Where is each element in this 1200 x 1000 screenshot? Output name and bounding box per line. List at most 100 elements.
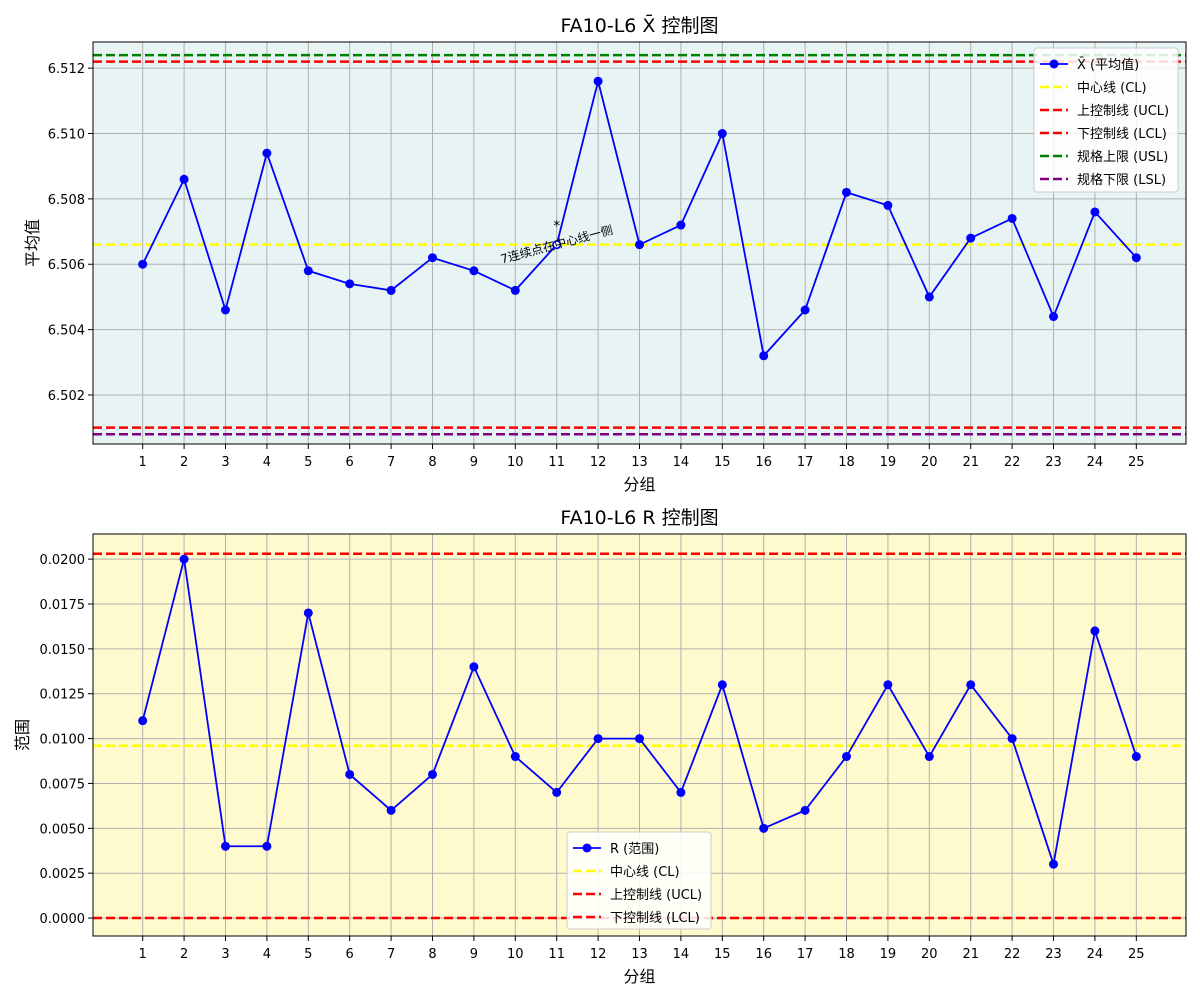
data-point xyxy=(303,266,313,276)
x-tick-label: 23 xyxy=(1045,455,1062,470)
data-point xyxy=(1090,207,1100,217)
x-tick-label: 15 xyxy=(714,455,731,470)
legend-label: 下控制线 (LCL) xyxy=(610,911,700,926)
x-tick-label: 5 xyxy=(304,455,312,470)
data-point xyxy=(386,285,396,295)
x-tick-label: 1 xyxy=(139,947,147,962)
x-tick-label: 10 xyxy=(507,947,524,962)
x-tick-label: 17 xyxy=(797,947,814,962)
data-point xyxy=(717,129,727,139)
legend-label: 上控制线 (UCL) xyxy=(610,888,702,903)
data-point xyxy=(924,292,934,302)
range-chart: 1 2 3 4 5 6 7 8 9 10 11 12 13 14 15 16 17 18 19 20 21 22 23 24 2… xyxy=(13,507,1187,986)
data-point xyxy=(593,76,603,86)
data-point xyxy=(220,841,230,851)
y-tick-label: 6.502 xyxy=(48,389,85,404)
data-point xyxy=(427,769,437,779)
data-point xyxy=(1007,734,1017,744)
x-tick-label: 4 xyxy=(263,455,271,470)
data-point xyxy=(220,305,230,315)
data-point xyxy=(1131,752,1141,762)
x-tick-label: 24 xyxy=(1087,455,1104,470)
y-tick-label: 6.504 xyxy=(48,324,85,339)
x-tick-label: 12 xyxy=(590,947,607,962)
y-tick-label: 6.506 xyxy=(48,258,85,273)
x-tick-label: 25 xyxy=(1128,947,1145,962)
data-point xyxy=(469,662,479,672)
x-tick-label: 13 xyxy=(631,947,648,962)
x-tick-label: 22 xyxy=(1004,455,1021,470)
y-tick-label: 6.508 xyxy=(48,193,85,208)
data-point xyxy=(676,787,686,797)
data-point xyxy=(427,253,437,263)
x-tick-label: 25 xyxy=(1128,455,1145,470)
data-point xyxy=(345,769,355,779)
y-tick-label: 0.0150 xyxy=(40,643,86,658)
legend-box xyxy=(1033,47,1179,193)
x-tick-label: 18 xyxy=(838,947,855,962)
data-point xyxy=(842,752,852,762)
legend-marker xyxy=(1049,59,1059,69)
x-tick-label: 7 xyxy=(387,455,395,470)
y-tick-label: 0.0025 xyxy=(40,867,86,882)
y-axis-label: 平均值 xyxy=(23,219,42,267)
x-tick-label: 21 xyxy=(962,947,979,962)
x-tick-label: 19 xyxy=(880,455,897,470)
x-tick-label: 1 xyxy=(139,455,147,470)
annotation-point xyxy=(552,240,561,249)
y-tick-label: 6.510 xyxy=(48,128,85,143)
data-point xyxy=(800,305,810,315)
x-tick-label: 21 xyxy=(962,455,979,470)
data-point xyxy=(966,233,976,243)
x-tick-label: 5 xyxy=(304,947,312,962)
data-point xyxy=(262,841,272,851)
legend-label: 规格上限 (USL) xyxy=(1077,149,1168,165)
y-tick-label: 0.0000 xyxy=(40,912,86,927)
data-point xyxy=(510,752,520,762)
x-axis-label: 分组 xyxy=(623,475,655,494)
x-tick-label: 3 xyxy=(221,455,229,470)
x-tick-label: 9 xyxy=(470,947,478,962)
x-tick-label: 4 xyxy=(263,947,271,962)
data-point xyxy=(759,823,769,833)
x-tick-label: 6 xyxy=(346,455,354,470)
legend-label: 规格下限 (LSL) xyxy=(1077,172,1166,188)
legend-label: 上控制线 (UCL) xyxy=(1077,104,1169,119)
data-point xyxy=(800,805,810,815)
x-tick-label: 11 xyxy=(548,455,565,470)
x-tick-label: 19 xyxy=(880,947,897,962)
chart-title: FA10-L6 X̄ 控制图 xyxy=(561,13,719,37)
x-tick-label: 6 xyxy=(346,947,354,962)
data-point xyxy=(138,259,148,269)
x-tick-label: 24 xyxy=(1087,947,1104,962)
data-point xyxy=(386,805,396,815)
x-tick-label: 16 xyxy=(755,947,772,962)
data-point xyxy=(303,608,313,618)
x-tick-label: 20 xyxy=(921,947,938,962)
data-point xyxy=(179,174,189,184)
legend-box xyxy=(566,831,712,930)
x-tick-label: 13 xyxy=(631,455,648,470)
data-point xyxy=(345,279,355,289)
x-tick-label: 16 xyxy=(755,455,772,470)
chart-title: FA10-L6 R 控制图 xyxy=(560,507,718,529)
x-tick-label: 11 xyxy=(548,947,565,962)
x-tick-label: 22 xyxy=(1004,947,1021,962)
x-tick-label: 14 xyxy=(673,455,690,470)
x-tick-label: 2 xyxy=(180,947,188,962)
data-point xyxy=(883,200,893,210)
x-tick-label: 14 xyxy=(673,947,690,962)
legend-marker xyxy=(582,843,592,853)
data-point xyxy=(262,148,272,158)
data-point xyxy=(717,680,727,690)
data-point xyxy=(966,680,976,690)
y-tick-label: 6.512 xyxy=(48,62,85,77)
data-point xyxy=(759,351,769,361)
x-tick-label: 15 xyxy=(714,947,731,962)
data-point xyxy=(883,680,893,690)
x-axis-label: 分组 xyxy=(623,967,655,986)
x-tick-label: 8 xyxy=(428,455,436,470)
x-tick-label: 12 xyxy=(590,455,607,470)
